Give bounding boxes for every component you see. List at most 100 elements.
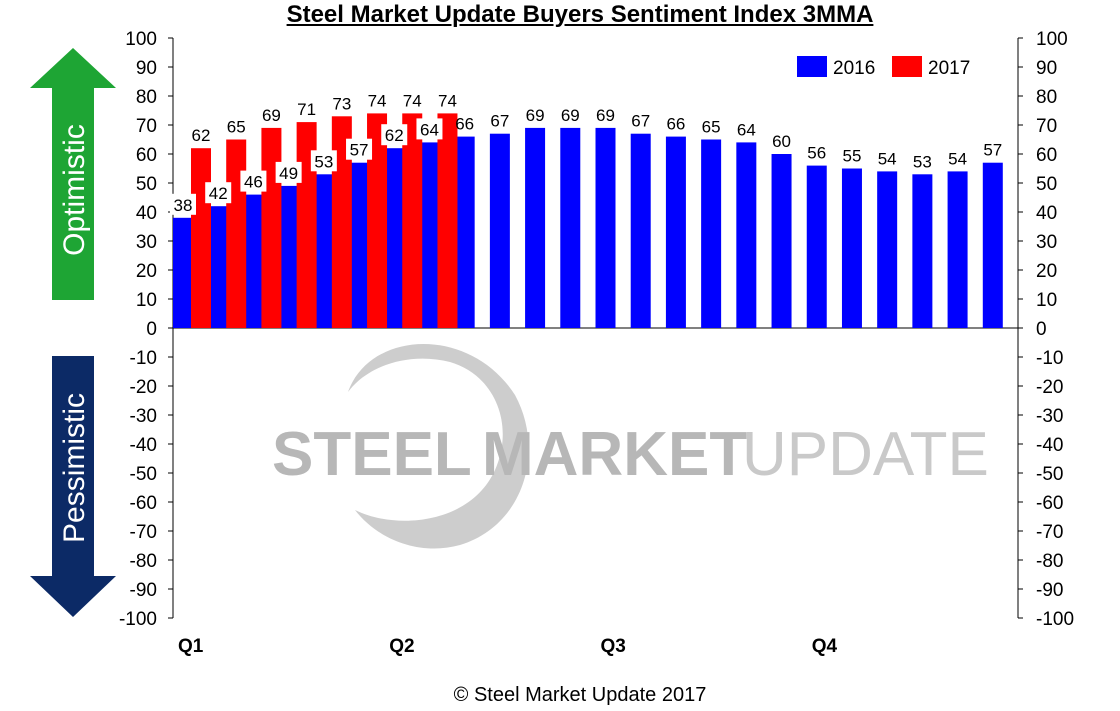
bar-2017 bbox=[367, 113, 388, 329]
data-label-text: 64 bbox=[737, 120, 756, 139]
data-label-text: 74 bbox=[438, 91, 457, 110]
data-label-2017: 74 bbox=[403, 91, 422, 110]
data-label-2016: 57 bbox=[983, 141, 1002, 160]
x-quarter-label: Q3 bbox=[601, 636, 626, 657]
y-tick-label-right: 90 bbox=[1036, 58, 1057, 79]
data-label-text: 74 bbox=[368, 91, 387, 110]
y-tick-label-left: -30 bbox=[130, 406, 157, 427]
y-tick-label-left: 100 bbox=[125, 29, 157, 50]
bar-2016 bbox=[701, 139, 722, 328]
bar-2016 bbox=[806, 165, 827, 328]
data-label-2016: 49 bbox=[275, 161, 302, 183]
bar-2016 bbox=[313, 174, 334, 328]
data-label-text: 42 bbox=[209, 184, 228, 203]
y-tick-label-right: -80 bbox=[1036, 551, 1063, 572]
data-label-text: 69 bbox=[526, 106, 545, 125]
data-label-text: 38 bbox=[174, 196, 193, 215]
watermark-text-update: UPDATE bbox=[742, 420, 989, 489]
data-label-2016: 46 bbox=[240, 170, 267, 192]
data-label-text: 69 bbox=[596, 106, 615, 125]
y-tick-label-right: -50 bbox=[1036, 464, 1063, 485]
data-label-2016: 42 bbox=[205, 182, 232, 204]
y-tick-label-right: 60 bbox=[1036, 145, 1057, 166]
bar-2016 bbox=[454, 136, 475, 328]
y-tick-label-right: -10 bbox=[1036, 348, 1063, 369]
watermark-swoosh bbox=[348, 343, 529, 549]
y-tick-label-left: -100 bbox=[119, 609, 157, 630]
y-tick-label-left: -80 bbox=[130, 551, 157, 572]
bars bbox=[173, 113, 1003, 329]
data-label-2016: 64 bbox=[416, 118, 443, 140]
y-tick-label-right: 70 bbox=[1036, 116, 1057, 137]
y-tick-label-left: 40 bbox=[136, 203, 157, 224]
bar-2017 bbox=[261, 127, 282, 329]
data-label-text: 67 bbox=[631, 112, 650, 131]
data-label-text: 54 bbox=[948, 149, 967, 168]
y-tick-label-right: -70 bbox=[1036, 522, 1063, 543]
data-label-background bbox=[310, 150, 337, 172]
bar-2016 bbox=[841, 168, 862, 328]
y-tick-label-left: 30 bbox=[136, 232, 157, 253]
y-tick-label-right: -30 bbox=[1036, 406, 1063, 427]
bar-2016 bbox=[525, 127, 546, 329]
data-label-text: 49 bbox=[279, 164, 298, 183]
bar-2017 bbox=[191, 148, 211, 328]
data-labels: 38 42 46 49 53 57 62 64 66 67 69 69 69 67 66 65 64 60 56 55… bbox=[170, 91, 1002, 215]
bar-2017 bbox=[437, 113, 458, 329]
data-label-text: 64 bbox=[420, 120, 439, 139]
y-tick-label-right: 50 bbox=[1036, 174, 1057, 195]
data-label-2017: 62 bbox=[192, 126, 211, 145]
y-tick-label-right: 100 bbox=[1036, 29, 1068, 50]
bar-2016 bbox=[243, 194, 264, 328]
data-label-text: 46 bbox=[244, 173, 263, 192]
data-label-2017: 69 bbox=[262, 106, 281, 125]
bar-2016 bbox=[877, 171, 898, 328]
data-label-2016: 56 bbox=[807, 144, 826, 163]
bar-2016 bbox=[912, 174, 933, 328]
bar-2016 bbox=[595, 127, 616, 329]
bar-2016 bbox=[173, 217, 193, 328]
y-tick-label-right: -20 bbox=[1036, 377, 1063, 398]
data-label-text: 55 bbox=[842, 147, 861, 166]
data-label-text: 69 bbox=[262, 106, 281, 125]
y-tick-label-right: -90 bbox=[1036, 580, 1063, 601]
y-tick-label-left: -10 bbox=[130, 348, 157, 369]
watermark-text-steel: STEEL bbox=[272, 420, 472, 489]
data-label-2017: 74 bbox=[438, 91, 457, 110]
data-label-text: 74 bbox=[403, 91, 422, 110]
pessimistic-label: Pessimistic bbox=[58, 393, 91, 543]
data-label-background bbox=[240, 170, 267, 192]
bar-2016 bbox=[736, 142, 757, 328]
x-quarter-label: Q4 bbox=[812, 636, 838, 657]
data-label-text: 65 bbox=[702, 118, 721, 137]
data-label-text: 66 bbox=[666, 115, 685, 134]
data-label-2016: 64 bbox=[737, 120, 756, 139]
data-label-text: 54 bbox=[878, 149, 897, 168]
bar-2016 bbox=[665, 136, 686, 328]
bar-2017 bbox=[226, 139, 247, 328]
data-label-text: 66 bbox=[455, 115, 474, 134]
data-label-background bbox=[346, 138, 373, 160]
chart-title: Steel Market Update Buyers Sentiment Ind… bbox=[286, 1, 874, 28]
optimistic-label: Optimistic bbox=[58, 124, 91, 256]
y-tick-label-right: -60 bbox=[1036, 493, 1063, 514]
legend: 2016 2017 bbox=[797, 56, 970, 79]
bar-2016 bbox=[349, 162, 370, 328]
pessimistic-arrow: Pessimistic bbox=[30, 356, 116, 617]
y-tick-label-left: -70 bbox=[130, 522, 157, 543]
data-label-2017: 65 bbox=[227, 118, 246, 137]
data-label-text: 60 bbox=[772, 132, 791, 151]
y-tick-label-left: 70 bbox=[136, 116, 157, 137]
data-label-text: 57 bbox=[983, 141, 1002, 160]
data-label-2017: 71 bbox=[297, 100, 316, 119]
data-label-2016: 54 bbox=[948, 149, 967, 168]
legend-label-2017: 2017 bbox=[928, 58, 970, 79]
data-label-2017: 73 bbox=[332, 94, 351, 113]
data-label-2016: 69 bbox=[561, 106, 580, 125]
data-label-2016: 66 bbox=[666, 115, 685, 134]
y-tick-label-right: 30 bbox=[1036, 232, 1057, 253]
data-label-2017: 74 bbox=[368, 91, 387, 110]
y-tick-label-left: 10 bbox=[136, 290, 157, 311]
